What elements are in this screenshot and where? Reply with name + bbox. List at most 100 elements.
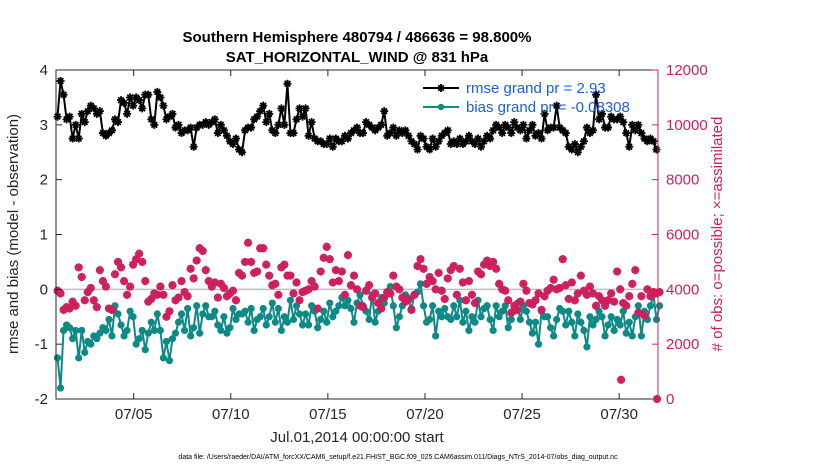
rmse-point xyxy=(631,126,640,135)
rmse-point xyxy=(516,126,525,135)
obs-assimilated-marker xyxy=(292,278,301,287)
bias-point xyxy=(135,335,143,343)
obs-assimilated-marker xyxy=(141,277,150,286)
rmse-point xyxy=(53,112,62,121)
rmse-point xyxy=(177,129,186,138)
bias-point xyxy=(628,332,636,340)
rmse-point xyxy=(343,134,352,143)
bias-point xyxy=(289,315,298,324)
y-right-tick-label: 12000 xyxy=(666,62,708,79)
obs-assimilated-marker xyxy=(337,267,346,276)
rmse-point xyxy=(253,112,262,121)
rmse-point xyxy=(628,120,637,129)
obs-assimilated-marker xyxy=(219,283,228,292)
obs-assimilated-marker xyxy=(540,292,549,301)
bias-point xyxy=(277,326,285,335)
rmse-point xyxy=(498,129,507,138)
obs-assimilated-marker xyxy=(458,278,467,287)
rmse-point xyxy=(283,79,292,88)
rmse-point xyxy=(380,107,389,116)
rmse-point xyxy=(443,126,452,135)
y-tick-label: -2 xyxy=(35,391,48,408)
bias-point xyxy=(507,315,515,324)
obs-assimilated-marker xyxy=(346,281,355,290)
obs-assimilated-marker xyxy=(168,281,177,290)
obs-assimilated-marker xyxy=(437,286,446,295)
obs-assimilated-marker xyxy=(171,296,180,305)
rmse-point xyxy=(256,107,265,116)
rmse-point xyxy=(262,118,271,127)
bias-point xyxy=(144,329,152,337)
bias-point xyxy=(87,340,95,348)
obs-assimilated-marker xyxy=(392,282,401,291)
obs-assimilated-marker xyxy=(368,293,377,302)
rmse-point xyxy=(238,148,247,157)
obs-assimilated-marker xyxy=(183,292,192,301)
bias-point xyxy=(435,307,443,315)
obs-assimilated-marker xyxy=(228,286,237,295)
rmse-point xyxy=(368,123,377,132)
rmse-point xyxy=(71,120,80,129)
obs-assimilated-marker xyxy=(83,288,92,297)
legend-label: rmse grand pr = 2.93 xyxy=(466,80,606,97)
rmse-point xyxy=(74,134,83,143)
bias-point xyxy=(462,307,470,315)
bias-point xyxy=(202,302,210,310)
bias-point xyxy=(504,324,512,332)
obs-assimilated-marker xyxy=(286,271,295,280)
obs-assimilated-marker xyxy=(316,267,325,276)
rmse-point xyxy=(235,145,244,154)
bias-point xyxy=(655,302,664,310)
bias-point xyxy=(317,315,325,324)
obs-assimilated-marker xyxy=(474,267,483,276)
obs-assimilated-marker xyxy=(625,292,634,301)
bias-point xyxy=(56,384,65,392)
rmse-point xyxy=(159,101,168,110)
rmse-point xyxy=(144,90,153,99)
bias-point xyxy=(492,302,500,310)
bias-point xyxy=(438,313,446,321)
rmse-point xyxy=(549,123,558,132)
rmse-point xyxy=(56,76,65,85)
rmse-point xyxy=(346,129,355,138)
bias-point xyxy=(120,332,128,340)
bias-point xyxy=(525,318,534,326)
bias-point xyxy=(516,315,524,324)
rmse-point xyxy=(123,109,132,118)
rmse-point xyxy=(652,145,661,154)
obs-assimilated-marker xyxy=(461,296,470,305)
bias-point xyxy=(208,313,216,321)
obs-assimilated-marker xyxy=(389,271,398,280)
obs-assimilated-marker xyxy=(74,263,83,272)
legend-label: bias grand pr = -0.08308 xyxy=(466,99,630,116)
rmse-point xyxy=(392,131,401,140)
bias-point xyxy=(477,313,485,321)
obs-assimilated-marker xyxy=(398,293,407,302)
bias-point xyxy=(637,332,645,340)
obs-assimilated-marker xyxy=(573,289,582,298)
bias-point xyxy=(583,343,591,351)
rmse-point xyxy=(104,129,113,138)
bias-point xyxy=(114,310,122,318)
rmse-point xyxy=(540,109,549,118)
rmse-point xyxy=(464,131,473,140)
rmse-point xyxy=(455,134,464,143)
bias-point xyxy=(117,321,125,329)
obs-assimilated-marker xyxy=(310,282,319,291)
obs-assimilated-marker xyxy=(446,266,455,275)
bias-point xyxy=(72,326,80,335)
obs-assimilated-marker xyxy=(486,262,495,271)
bias-point xyxy=(329,313,337,321)
obs-assimilated-marker xyxy=(241,257,250,266)
obs-assimilated-marker xyxy=(222,292,231,301)
rmse-point xyxy=(150,120,159,129)
bias-point xyxy=(250,326,258,335)
rmse-point xyxy=(247,123,256,132)
obs-assimilated-marker xyxy=(334,277,343,286)
y-axis-label: rmse and bias (model - observation) xyxy=(5,114,22,354)
obs-assimilated-marker xyxy=(616,285,625,294)
x-tick-label: 07/20 xyxy=(406,406,444,423)
obs-assimilated-marker xyxy=(464,277,473,286)
rmse-point xyxy=(561,129,570,138)
y-tick-label: 2 xyxy=(40,172,48,189)
